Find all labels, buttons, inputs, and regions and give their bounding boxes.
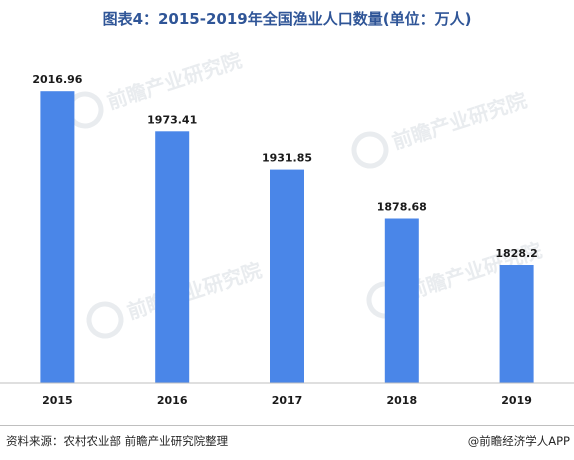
bar-2018: [384, 218, 419, 383]
bar-chart: 前瞻产业研究院 前瞻产业研究院 前瞻产业研究院 前瞻产业研究院 2016.962…: [0, 48, 574, 407]
bar-2017: [270, 169, 304, 383]
watermark-text-3: 前瞻产业研究院: [124, 258, 265, 324]
brand-credit: @前瞻经济学人APP: [467, 434, 570, 448]
value-label-2019: 1828.2: [495, 247, 537, 260]
bar-2019: [499, 265, 534, 383]
value-label-2015: 2016.96: [32, 73, 82, 86]
value-label-2016: 1973.41: [147, 113, 197, 126]
source-note: 资料来源：农村农业部 前瞻产业研究院整理: [6, 434, 229, 448]
value-label-2018: 1878.68: [377, 201, 427, 214]
x-tick-label-2016: 2016: [157, 394, 188, 407]
watermark-2: 前瞻产业研究院: [351, 88, 530, 169]
bars-layer: 2016.96 2015 1973.41 2016 1931.85 2017 1878.68…: [32, 73, 537, 407]
chart-title: 图表4：2015-2019年全国渔业人口数量(单位：万人): [102, 10, 472, 28]
watermark-text-1: 前瞻产业研究院: [104, 48, 245, 114]
bar-2016: [155, 131, 190, 383]
watermark-text-2: 前瞻产业研究院: [389, 88, 530, 154]
bar-2015: [40, 91, 75, 383]
value-label-2017: 1931.85: [262, 152, 312, 165]
x-tick-label-2015: 2015: [42, 394, 73, 407]
watermark-layer: 前瞻产业研究院 前瞻产业研究院 前瞻产业研究院 前瞻产业研究院: [66, 48, 545, 339]
x-tick-label-2017: 2017: [272, 394, 303, 407]
x-tick-label-2019: 2019: [501, 394, 532, 407]
x-tick-label-2018: 2018: [386, 394, 417, 407]
footer: 资料来源：农村农业部 前瞻产业研究院整理 @前瞻经济学人APP: [0, 425, 574, 460]
